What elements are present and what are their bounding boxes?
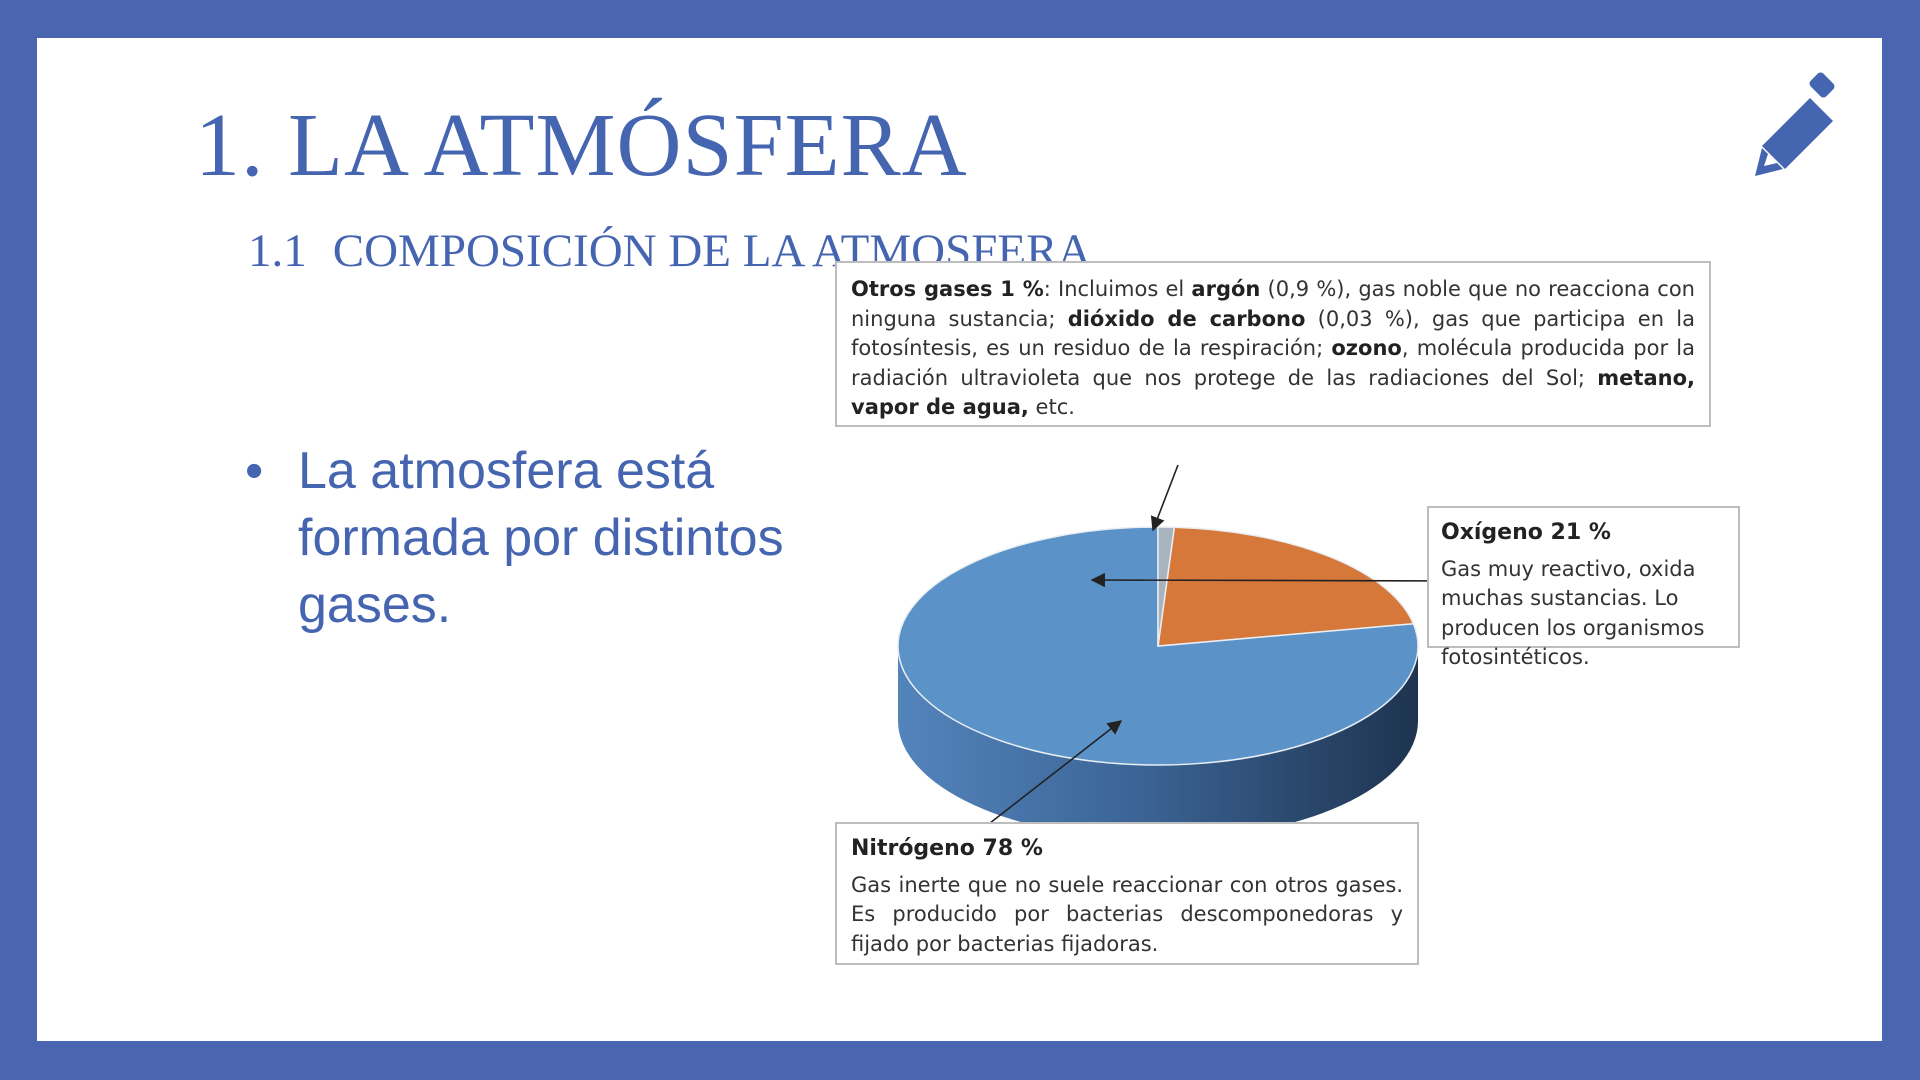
otros-ozono: ozono [1331, 336, 1402, 360]
otros-text-4: , molécula producida por la radiación ul… [851, 336, 1695, 390]
nitrogeno-head: Nitrógeno 78 % [851, 836, 1043, 861]
slide-title: 1. LA ATMÓSFERA [195, 96, 968, 195]
otros-text-5: etc. [1028, 395, 1075, 419]
otros-argon: argón [1191, 277, 1261, 301]
oxigeno-head: Oxígeno 21 % [1441, 520, 1611, 545]
otros-text-3: (0,03 %), gas que participa en la fotosí… [851, 306, 1695, 361]
bullet-text: La atmosfera está formada por distintos … [298, 442, 784, 634]
callout-otros-gases: Otros gases 1 %: Incluimos el argón (0,9… [835, 261, 1711, 427]
bullet-dot: • [245, 442, 264, 500]
callout-nitrogeno: Nitrógeno 78 % Gas inerte que no suele r… [835, 822, 1419, 965]
pie-group [897, 526, 1419, 840]
otros-co2: dióxido de carbono [1067, 306, 1306, 331]
bullet-item: • La atmosfera está formada por distinto… [245, 438, 785, 639]
callout-oxigeno: Oxígeno 21 % Gas muy reactivo, oxida muc… [1427, 506, 1740, 669]
otros-metano: metano, vapor de agua, [851, 365, 1695, 420]
arrow-oxigeno [1090, 572, 1466, 588]
pencil-icon [1755, 72, 1835, 176]
pie-slice-nitr-geno [897, 526, 1419, 766]
pie-slice-ox-geno [1157, 526, 1415, 647]
arrow-otros [1150, 464, 1179, 532]
otros-text-1: : Incluimos el [1043, 277, 1192, 301]
oxigeno-body: Gas muy reactivo, oxida muchas sustancia… [1441, 556, 1705, 670]
otros-text-2: (0,9 %), gas noble que no reacciona con … [851, 277, 1695, 331]
otros-head: Otros gases 1 % [851, 277, 1044, 301]
pie-side [898, 646, 1418, 840]
nitrogeno-body: Gas inerte que no suele reaccionar con o… [851, 872, 1403, 956]
subtitle-number: 1.1 [248, 225, 307, 277]
